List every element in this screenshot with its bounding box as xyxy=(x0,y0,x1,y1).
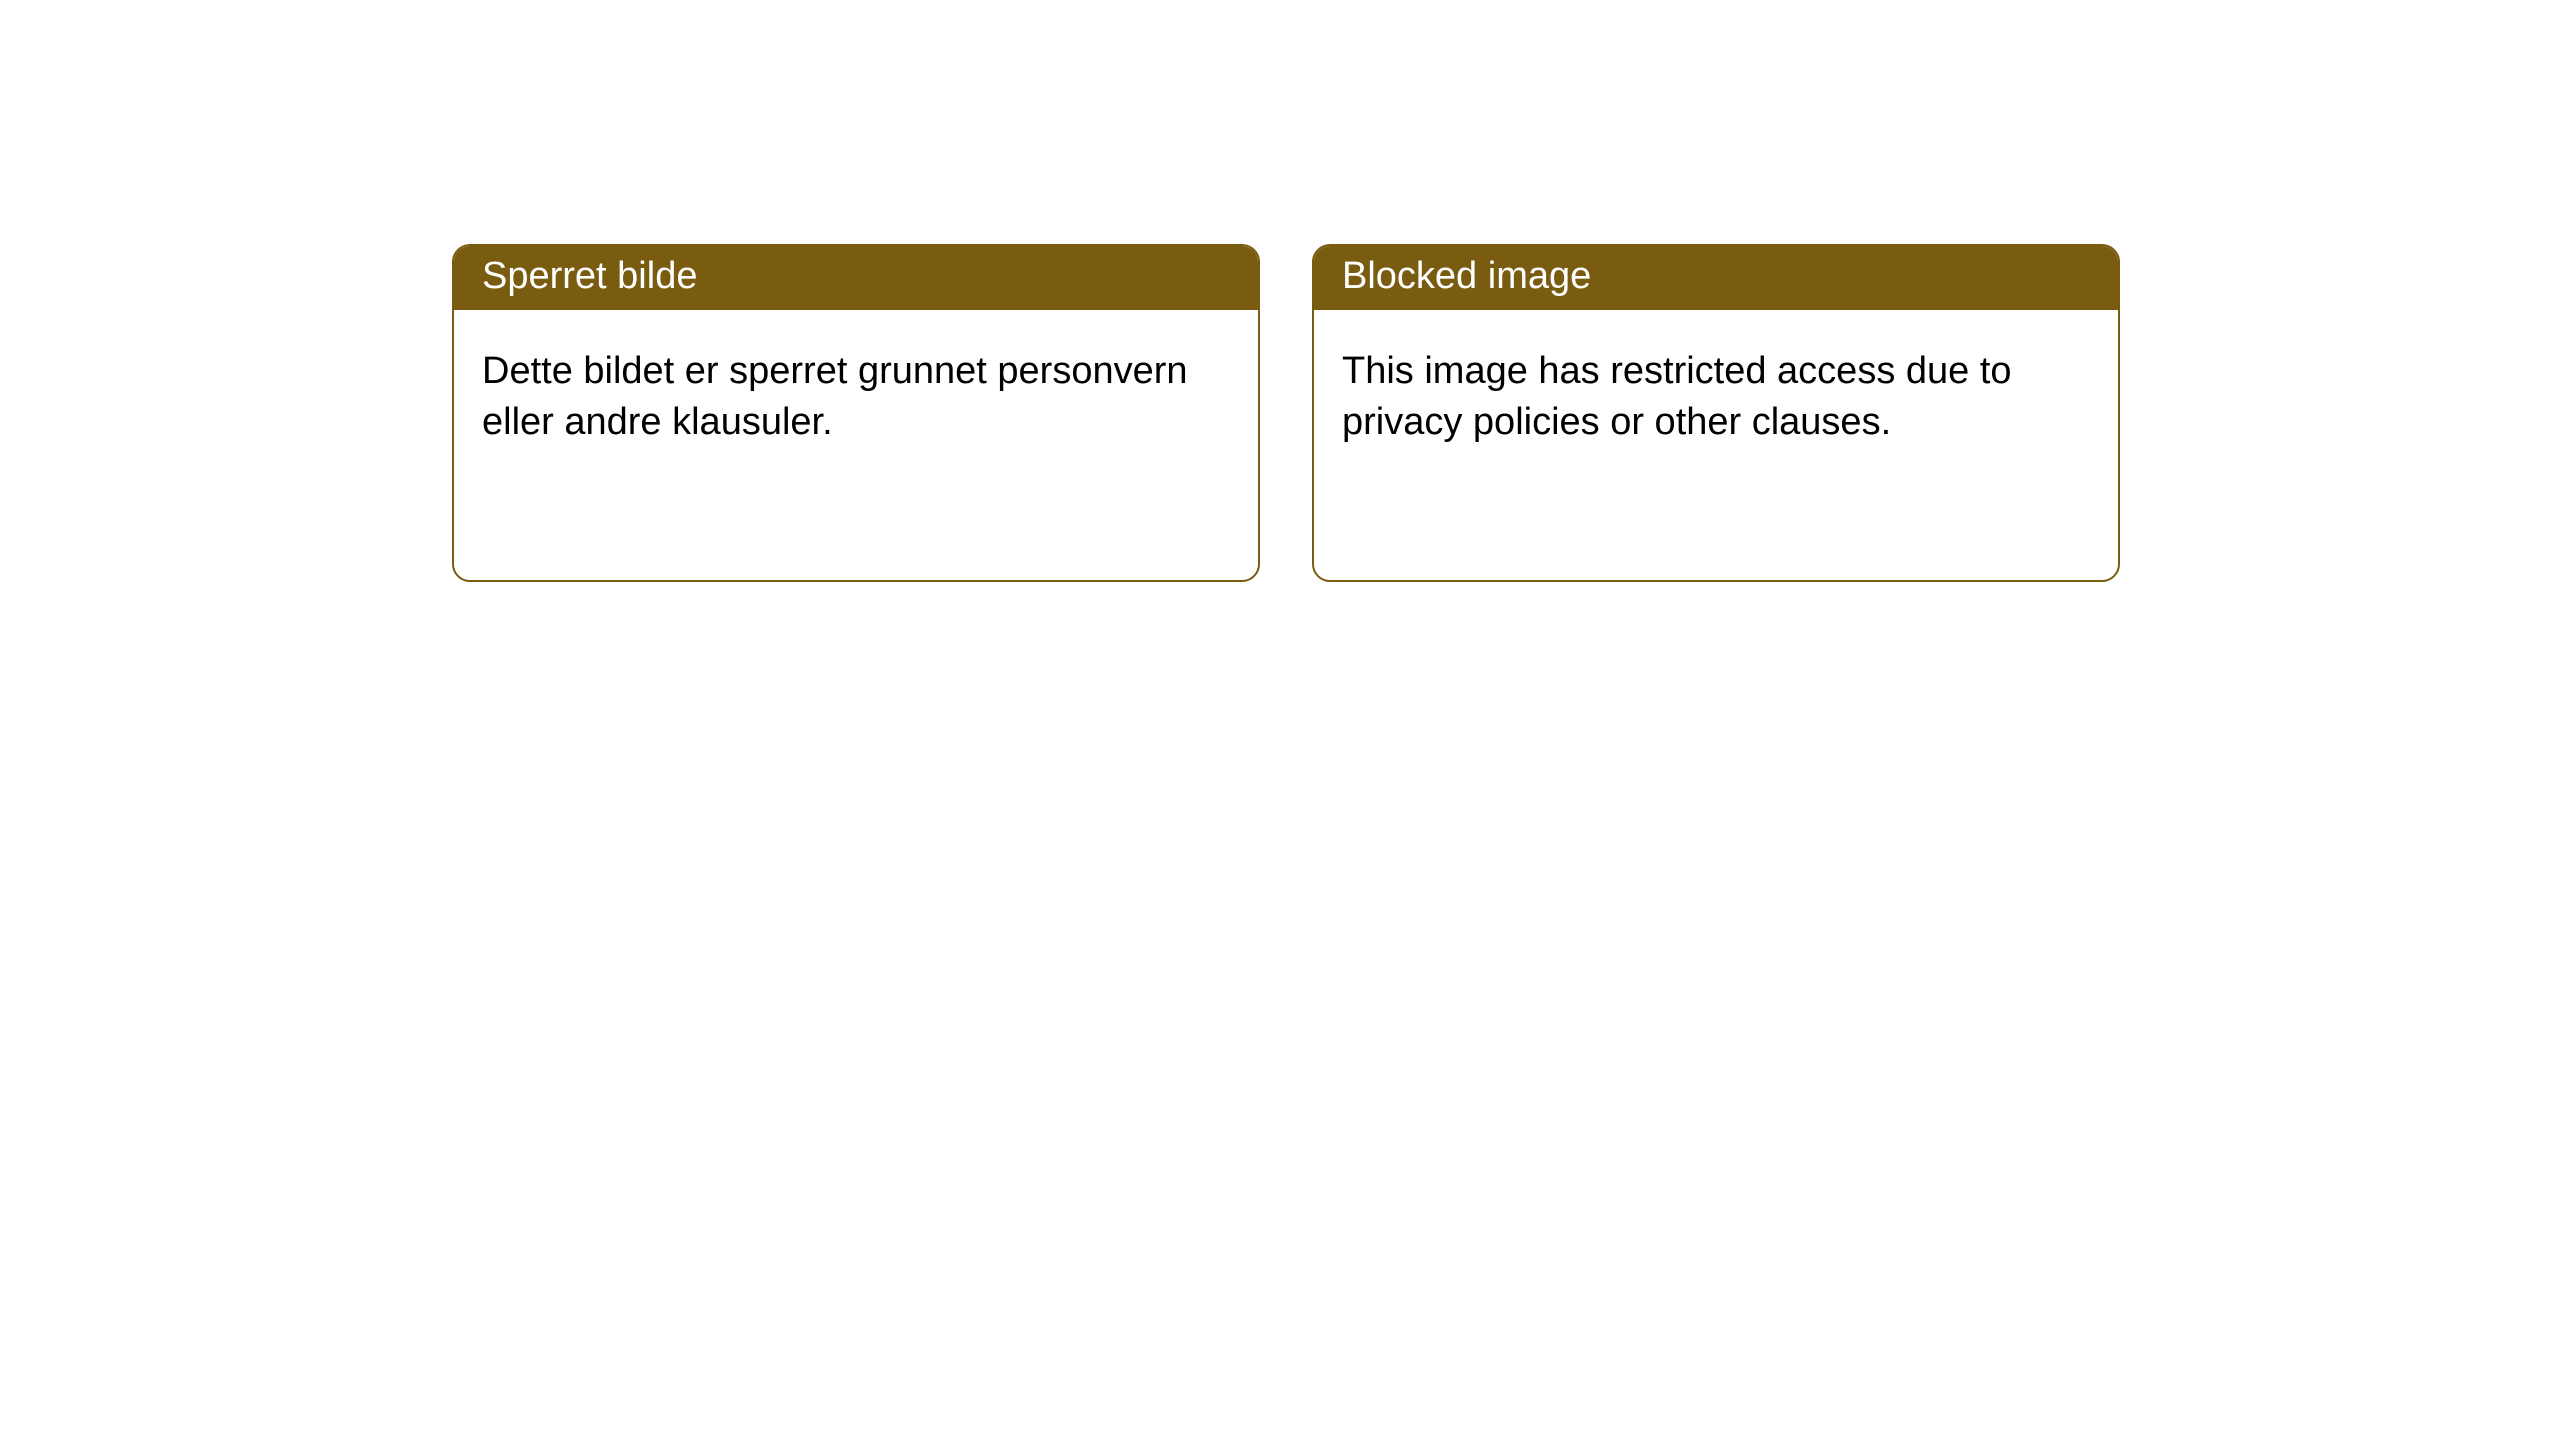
notice-card-english: Blocked image This image has restricted … xyxy=(1312,244,2120,582)
notice-container: Sperret bilde Dette bildet er sperret gr… xyxy=(0,0,2560,582)
notice-card-norwegian: Sperret bilde Dette bildet er sperret gr… xyxy=(452,244,1260,582)
notice-body-norwegian: Dette bildet er sperret grunnet personve… xyxy=(454,310,1258,485)
notice-header-english: Blocked image xyxy=(1314,246,2118,310)
notice-header-norwegian: Sperret bilde xyxy=(454,246,1258,310)
notice-body-english: This image has restricted access due to … xyxy=(1314,310,2118,485)
